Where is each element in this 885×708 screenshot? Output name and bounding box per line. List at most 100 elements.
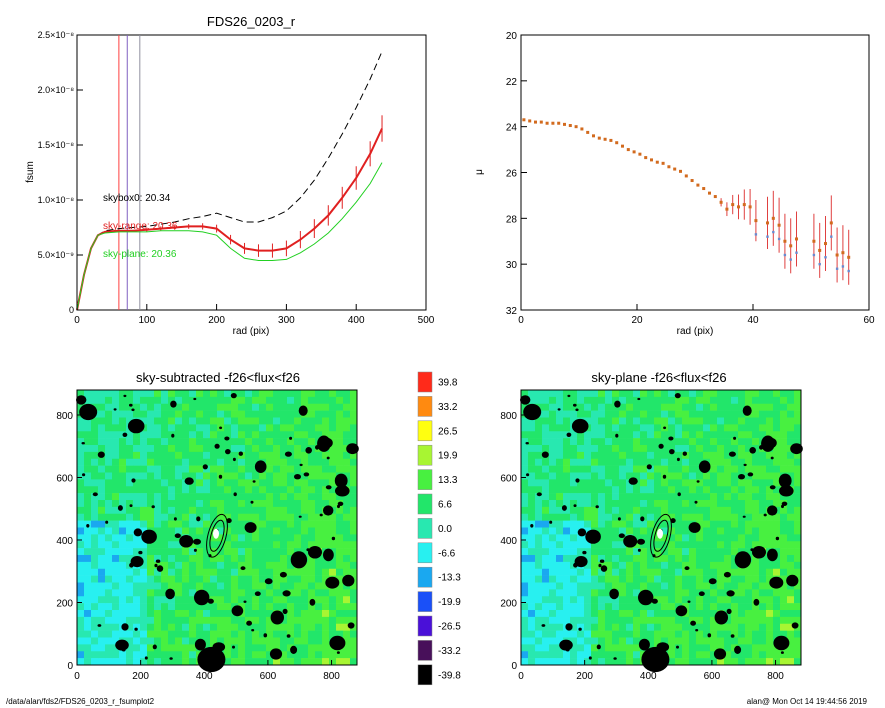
- sky-pixel: [98, 431, 106, 439]
- sky-pixel: [682, 644, 690, 652]
- sky-pixel: [556, 438, 564, 446]
- sky-pixel: [308, 403, 316, 411]
- sky-pixel: [773, 458, 781, 466]
- sky-pixel: [231, 548, 239, 556]
- sky-pixel: [154, 616, 162, 625]
- sky-pixel: [84, 534, 92, 542]
- sky-pixel: [598, 548, 606, 556]
- sky-pixel: [189, 451, 197, 460]
- sky-pixel: [280, 513, 288, 521]
- sky-pixel: [245, 479, 253, 487]
- sky-pixel: [787, 658, 795, 666]
- sky-pixel: [605, 623, 613, 631]
- sky-pixel: [633, 424, 641, 432]
- sky-pixel: [203, 555, 211, 563]
- sky-pixel: [350, 548, 358, 556]
- sky-pixel: [308, 541, 316, 549]
- mu-data-point: [777, 223, 781, 227]
- sky-pixel: [98, 541, 106, 549]
- sky-pixel: [577, 534, 585, 542]
- sky-pixel: [773, 486, 781, 494]
- sky-pixel: [612, 513, 620, 521]
- sky-pixel: [556, 417, 564, 425]
- sky-pixel: [647, 520, 655, 528]
- sky-pixel: [308, 417, 316, 425]
- sky-pixel: [259, 527, 267, 535]
- sky-pixel: [161, 479, 169, 487]
- masked-source: [759, 445, 764, 450]
- sky-pixel: [591, 506, 599, 515]
- masked-source: [298, 515, 302, 518]
- sky-pixel: [175, 493, 183, 501]
- sky-pixel: [245, 451, 253, 460]
- sky-pixel: [245, 589, 253, 597]
- sky-pixel: [542, 596, 550, 604]
- sky-pixel: [168, 561, 176, 570]
- sky-pixel: [161, 445, 169, 453]
- sky-pixel: [640, 438, 648, 446]
- sky-pixel: [654, 616, 662, 625]
- sky-pixel: [549, 417, 557, 425]
- sky-pixel: [91, 568, 99, 576]
- sky-pixel: [315, 644, 323, 652]
- sky-pixel: [766, 561, 774, 570]
- sky-pixel: [598, 610, 606, 618]
- sky-pixel: [710, 644, 718, 652]
- sky-pixel: [675, 486, 683, 494]
- sky-pixel: [308, 527, 316, 535]
- sky-pixel: [717, 390, 725, 398]
- sky-pixel: [745, 396, 753, 405]
- sky-pixel: [626, 637, 634, 645]
- sky-pixel: [675, 582, 683, 590]
- sky-pixel: [252, 623, 260, 631]
- sky-pixel: [731, 513, 739, 521]
- sky-pixel: [549, 451, 557, 460]
- sky-pixel: [161, 651, 169, 659]
- sky-pixel: [696, 410, 704, 418]
- sky-pixel: [336, 589, 344, 597]
- sky-pixel: [563, 589, 571, 597]
- sky-pixel: [633, 548, 641, 556]
- sky-pixel: [738, 451, 746, 460]
- sky-pixel: [91, 561, 99, 570]
- sky-pixel: [259, 479, 267, 487]
- sky-pixel: [224, 486, 232, 494]
- sky-pixel: [168, 658, 176, 666]
- sky-pixel: [119, 458, 127, 466]
- sky-pixel: [140, 493, 148, 501]
- sky-pixel: [329, 410, 337, 418]
- sky-pixel: [766, 513, 774, 521]
- sky-pixel: [126, 555, 134, 563]
- sky-pixel: [336, 582, 344, 590]
- sky-pixel: [794, 637, 802, 645]
- sky-pixel: [238, 396, 246, 405]
- sky-pixel: [91, 390, 99, 398]
- sky-pixel: [710, 651, 718, 659]
- sky-pixel: [126, 417, 134, 425]
- sky-pixel: [752, 555, 760, 563]
- masked-source: [541, 624, 546, 627]
- sky-pixel: [703, 493, 711, 501]
- sky-pixel: [654, 520, 662, 528]
- masked-source: [734, 551, 752, 569]
- sky-pixel: [794, 520, 802, 528]
- sky-pixel: [189, 465, 197, 473]
- masked-source: [628, 477, 638, 485]
- sky-pixel: [147, 610, 155, 618]
- sky-pixel: [521, 390, 529, 398]
- masked-bright-source: [773, 635, 790, 651]
- sky-pixel: [780, 623, 788, 631]
- sky-pixel: [528, 493, 536, 501]
- masked-source: [290, 645, 298, 655]
- sky-pixel: [266, 438, 274, 446]
- sky-pixel: [112, 555, 120, 563]
- sky-pixel: [528, 500, 536, 508]
- sky-pixel: [549, 493, 557, 501]
- sky-pixel: [577, 589, 585, 597]
- sky-pixel: [535, 651, 543, 659]
- sky-pixel: [696, 534, 704, 542]
- sky-pixel: [668, 575, 676, 583]
- sky-pixel: [91, 458, 99, 466]
- sky-pixel: [231, 658, 239, 666]
- sky-pixel: [766, 630, 774, 638]
